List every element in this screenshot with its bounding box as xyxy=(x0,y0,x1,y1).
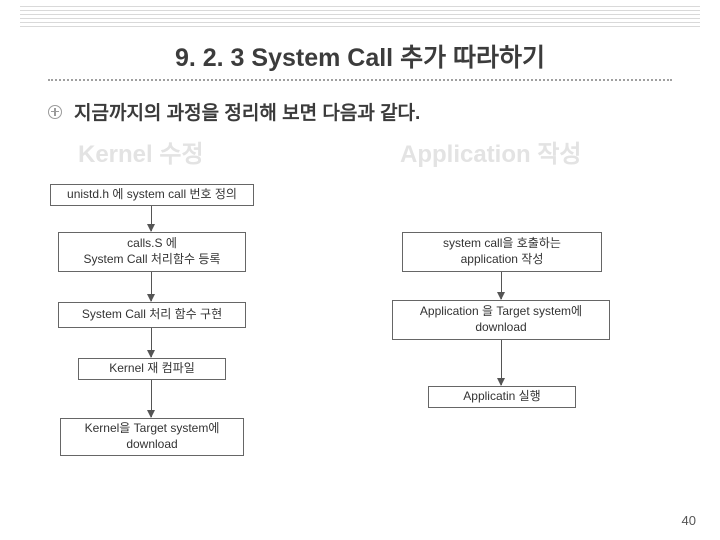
kernel-box: Kernel을 Target system에download xyxy=(60,418,244,456)
header-lines xyxy=(20,6,700,28)
box-line: calls.S 에 xyxy=(127,236,177,252)
title-underline xyxy=(48,79,672,81)
kernel-box: Kernel 재 컴파일 xyxy=(78,358,226,380)
box-line: unistd.h 에 system call 번호 정의 xyxy=(67,187,237,203)
box-line: download xyxy=(126,437,177,453)
box-line: application 작성 xyxy=(461,252,544,268)
bullet-row: 지금까지의 과정을 정리해 보면 다음과 같다. xyxy=(48,98,672,125)
application-box: system call을 호출하는application 작성 xyxy=(402,232,602,272)
application-box: Applicatin 실행 xyxy=(428,386,576,408)
box-line: system call을 호출하는 xyxy=(443,236,561,252)
page-number: 40 xyxy=(682,513,696,528)
box-line: Application 을 Target system에 xyxy=(420,304,582,320)
plus-bullet-icon xyxy=(48,105,62,119)
box-line: Applicatin 실행 xyxy=(463,389,540,405)
flow-arrow xyxy=(151,328,152,357)
column-heading-right: Application 작성 xyxy=(400,134,582,169)
kernel-box: System Call 처리 함수 구현 xyxy=(58,302,246,328)
box-line: System Call 처리함수 등록 xyxy=(84,252,221,268)
box-line: Kernel을 Target system에 xyxy=(85,421,220,437)
kernel-box: unistd.h 에 system call 번호 정의 xyxy=(50,184,254,206)
flow-arrow xyxy=(151,380,152,417)
flow-arrow xyxy=(151,272,152,301)
box-line: download xyxy=(475,320,526,336)
flow-arrow xyxy=(501,272,502,299)
column-heading-left: Kernel 수정 xyxy=(78,134,204,169)
page-title: 9. 2. 3 System Call 추가 따라하기 xyxy=(0,38,720,74)
kernel-box: calls.S 에System Call 처리함수 등록 xyxy=(58,232,246,272)
flow-arrow xyxy=(501,340,502,385)
box-line: Kernel 재 컴파일 xyxy=(109,361,195,377)
flow-arrow xyxy=(151,206,152,231)
box-line: System Call 처리 함수 구현 xyxy=(82,307,222,323)
application-box: Application 을 Target system에download xyxy=(392,300,610,340)
bullet-text: 지금까지의 과정을 정리해 보면 다음과 같다. xyxy=(74,98,420,125)
